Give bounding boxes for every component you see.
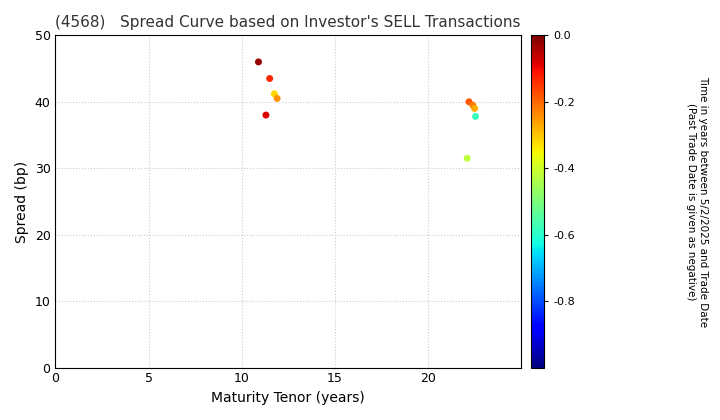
Point [467,102,479,108]
Y-axis label: Spread (bp): Spread (bp) [15,160,29,242]
Text: (4568)   Spread Curve based on Investor's SELL Transactions: (4568) Spread Curve based on Investor's … [55,15,521,30]
Point [264,75,276,82]
X-axis label: Maturity Tenor (years): Maturity Tenor (years) [212,391,365,405]
Point [271,95,283,102]
Point [463,98,474,105]
Point [253,58,264,65]
Point [462,155,473,162]
Point [269,90,280,97]
Y-axis label: Time in years between 5/2/2025 and Trade Date
(Past Trade Date is given as negat: Time in years between 5/2/2025 and Trade… [686,76,708,327]
Point [469,113,481,120]
Point [469,105,480,112]
Point [260,112,271,118]
